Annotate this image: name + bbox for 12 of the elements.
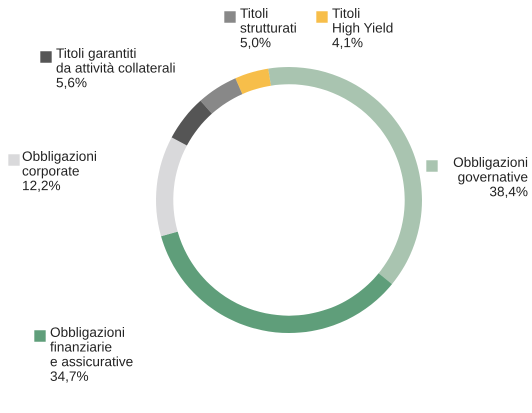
data-label: 5,0%	[240, 38, 271, 49]
legend-label: Obbligazioni governative	[454, 157, 528, 184]
data-label: 12,2%	[23, 180, 60, 192]
legend-label: Titoli garantiti da attività collaterali	[56, 48, 175, 73]
legend-label: Titoli strutturati	[240, 8, 296, 33]
legend-label: Obbligazioni finanziarie e assicurative	[50, 327, 133, 366]
data-label: 34,7%	[50, 371, 88, 383]
legend-label: Obbligazioni corporate	[22, 151, 96, 178]
data-label: 5,6%	[56, 78, 87, 89]
data-label: 4,1%	[332, 38, 363, 49]
data-label: 38,4%	[490, 186, 528, 198]
legend-label: Titoli High Yield	[332, 8, 392, 36]
